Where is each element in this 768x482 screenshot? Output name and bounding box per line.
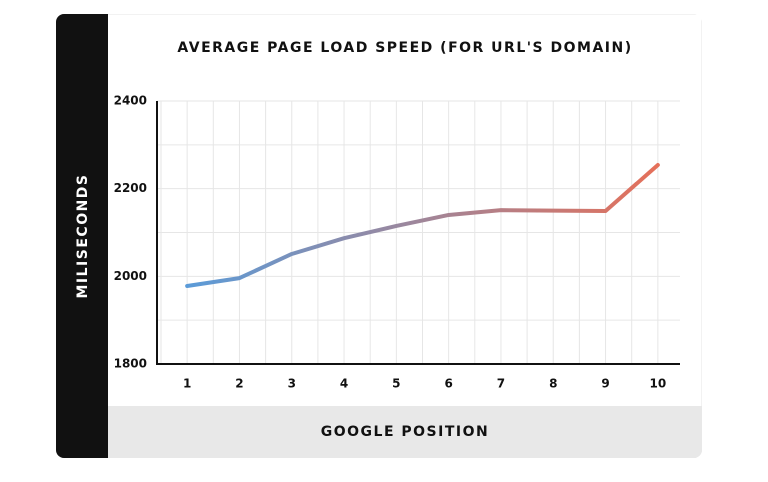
x-tick-label: 9 xyxy=(601,377,609,391)
card-bg xyxy=(56,14,702,458)
x-band xyxy=(108,406,702,458)
card xyxy=(56,14,702,458)
x-tick-label: 1 xyxy=(183,377,191,391)
chart-title: AVERAGE PAGE LOAD SPEED (FOR URL'S DOMAI… xyxy=(177,40,632,56)
y-tick-label: 1800 xyxy=(114,357,147,371)
x-tick-label: 6 xyxy=(444,377,452,391)
x-tick-label: 3 xyxy=(288,377,296,391)
y-band xyxy=(56,14,108,458)
x-tick-label: 2 xyxy=(235,377,243,391)
y-tick-label: 2400 xyxy=(114,94,147,108)
line-series xyxy=(185,162,660,288)
x-tick-label: 8 xyxy=(549,377,557,391)
x-tick-label: 4 xyxy=(340,377,348,391)
x-tick-label: 7 xyxy=(497,377,505,391)
y-tick-label: 2000 xyxy=(114,269,147,283)
y-axis-label: MILISECONDS xyxy=(75,173,91,298)
y-tick-label: 2200 xyxy=(114,181,147,195)
x-tick-label: 10 xyxy=(649,377,666,391)
x-tick-label: 5 xyxy=(392,377,400,391)
x-axis-label: GOOGLE POSITION xyxy=(321,424,489,440)
